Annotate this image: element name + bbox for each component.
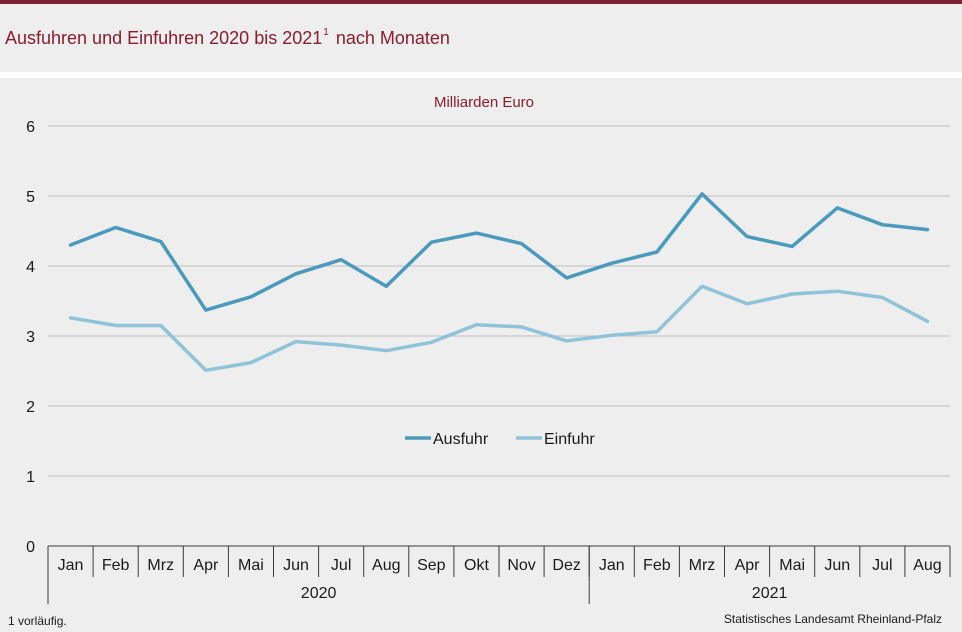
y-tick-label: 2	[26, 399, 35, 416]
x-tick-label: Mrz	[689, 557, 716, 574]
y-tick-label: 5	[26, 189, 35, 206]
y-tick-label: 1	[26, 469, 35, 486]
y-tick-label: 0	[26, 539, 35, 556]
y-tick-label: 4	[26, 259, 35, 276]
chart-title-suffix: nach Monaten	[335, 28, 450, 48]
x-tick-label: Nov	[507, 557, 535, 574]
x-tick-label: Apr	[193, 557, 219, 574]
x-group-label: 2021	[752, 585, 788, 602]
series-line-ausfuhr	[68, 192, 930, 312]
chart-title: Ausfuhren und Einfuhren 2020 bis 20211 n…	[5, 27, 450, 49]
x-axis: Jan Feb Mrz Apr Mai Jun Jul Aug Sep Okt Nov Dez Jan F…	[47, 545, 951, 604]
title-footnote-marker: 1	[323, 27, 329, 38]
legend: Ausfuhr Einfuhr	[405, 431, 595, 448]
x-tick-label: Mai	[779, 557, 805, 574]
x-group-label: 2020	[301, 585, 337, 602]
top-accent-bar	[0, 0, 962, 4]
series-line-einfuhr	[68, 284, 930, 373]
x-tick-label: Jun	[283, 557, 309, 574]
x-tick-label: Jul	[872, 557, 892, 574]
x-tick-label: Mai	[238, 557, 264, 574]
source-credit: Statistisches Landesamt Rheinland-Pfalz	[723, 612, 942, 626]
x-tick-label: Dez	[552, 557, 580, 574]
footnote: 1 vorläufig.	[8, 614, 67, 628]
y-axis-ticks: 0 1 2 3 4 5 6	[26, 119, 35, 556]
y-tick-label: 6	[26, 119, 35, 136]
y-tick-label: 3	[26, 329, 35, 346]
header-separator	[0, 72, 962, 78]
x-tick-label: Feb	[643, 557, 671, 574]
x-tick-label: Jul	[331, 557, 351, 574]
legend-label-ausfuhr: Ausfuhr	[433, 431, 489, 448]
x-tick-label: Mrz	[147, 557, 174, 574]
grid-lines	[48, 125, 950, 477]
x-tick-label: Feb	[102, 557, 130, 574]
x-tick-label: Aug	[913, 557, 941, 574]
series-lines	[68, 192, 930, 373]
chart-title-text: Ausfuhren und Einfuhren 2020 bis 2021	[5, 28, 323, 48]
legend-label-einfuhr: Einfuhr	[544, 431, 595, 448]
x-tick-label: Aug	[372, 557, 400, 574]
x-tick-label: Jan	[58, 557, 84, 574]
x-tick-label: Jan	[599, 557, 625, 574]
x-tick-label: Apr	[735, 557, 761, 574]
y-axis-unit-label: Milliarden Euro	[434, 94, 534, 111]
x-tick-label: Sep	[417, 557, 446, 574]
x-tick-label: Jun	[824, 557, 850, 574]
x-tick-label: Okt	[464, 557, 489, 574]
